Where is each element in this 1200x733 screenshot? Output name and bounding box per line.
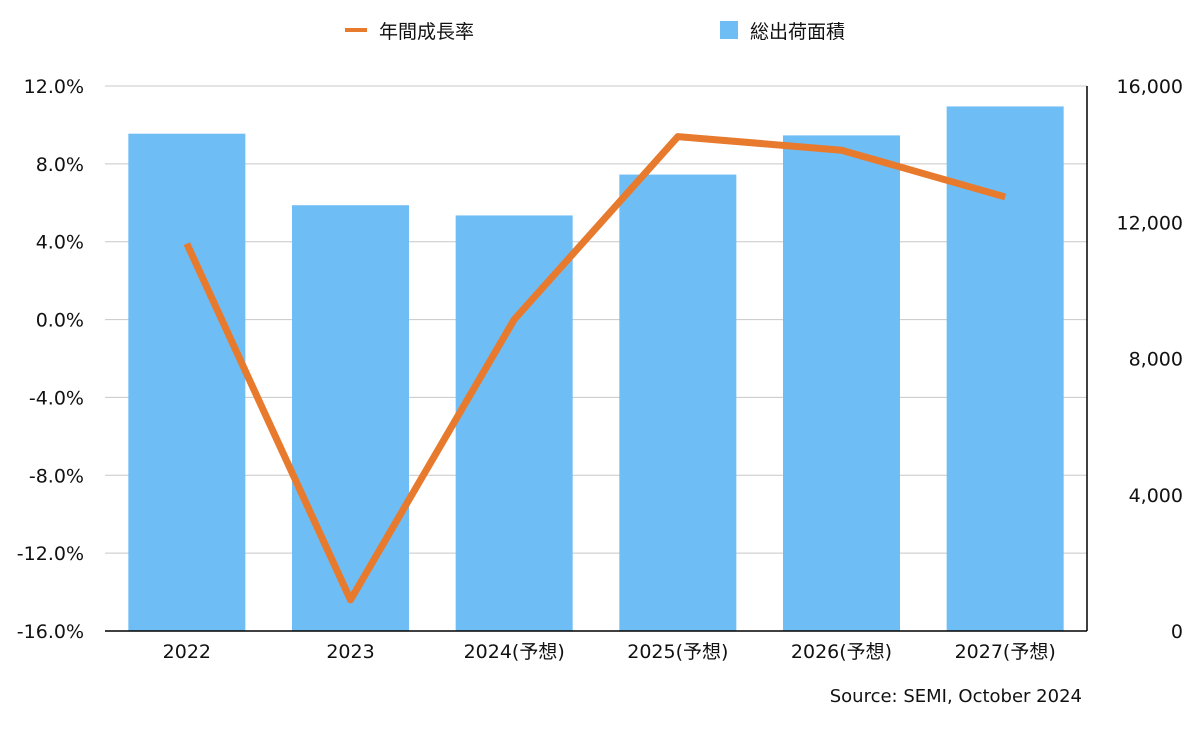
left-tick-label: 8.0% <box>36 154 84 176</box>
source-note: Source: SEMI, October 2024 <box>829 686 1082 707</box>
category-label: 2025(予想) <box>627 641 728 663</box>
line-series <box>183 133 1007 604</box>
legend-line-entry: 年間成長率 <box>345 16 474 44</box>
axes <box>105 86 1088 632</box>
growth-line <box>183 133 1007 604</box>
category-label: 2027(予想) <box>955 641 1056 663</box>
legend-bar-entry: 総出荷面積 <box>720 16 845 44</box>
right-tick-label: 0 <box>1171 621 1183 643</box>
right-tick-label: 16,000 <box>1117 76 1183 98</box>
left-tick-label: -16.0% <box>17 621 84 643</box>
right-tick-label: 12,000 <box>1117 212 1183 234</box>
left-tick-label: 4.0% <box>36 232 84 254</box>
right-tick-label: 4,000 <box>1129 485 1183 507</box>
bar <box>292 205 409 631</box>
tick-labels: -16.0% -12.0% -8.0% -4.0% 0.0% 4.0% 8.0% 12.0% 0… <box>17 76 1183 663</box>
bar <box>128 133 246 631</box>
left-tick-label: 0.0% <box>36 310 84 332</box>
left-tick-label: -8.0% <box>29 465 84 487</box>
legend-line-label: 年間成長率 <box>379 20 475 43</box>
legend-bar-label: 総出荷面積 <box>750 20 846 43</box>
right-tick-label: 8,000 <box>1129 349 1183 371</box>
category-label: 2023 <box>326 641 374 663</box>
bar <box>619 174 737 631</box>
left-tick-label: -4.0% <box>29 387 84 409</box>
left-tick-label: -12.0% <box>17 543 84 565</box>
bar <box>455 215 573 631</box>
bar-series <box>128 106 1064 631</box>
category-label: 2024(予想) <box>464 641 565 663</box>
bar <box>783 135 900 631</box>
grid-lines <box>105 85 1087 554</box>
left-tick-label: 12.0% <box>24 76 84 98</box>
category-label: 2026(予想) <box>791 641 892 663</box>
legend-bar-swatch <box>720 21 738 39</box>
legend-line-swatch <box>345 28 367 32</box>
category-label: 2022 <box>163 641 211 663</box>
